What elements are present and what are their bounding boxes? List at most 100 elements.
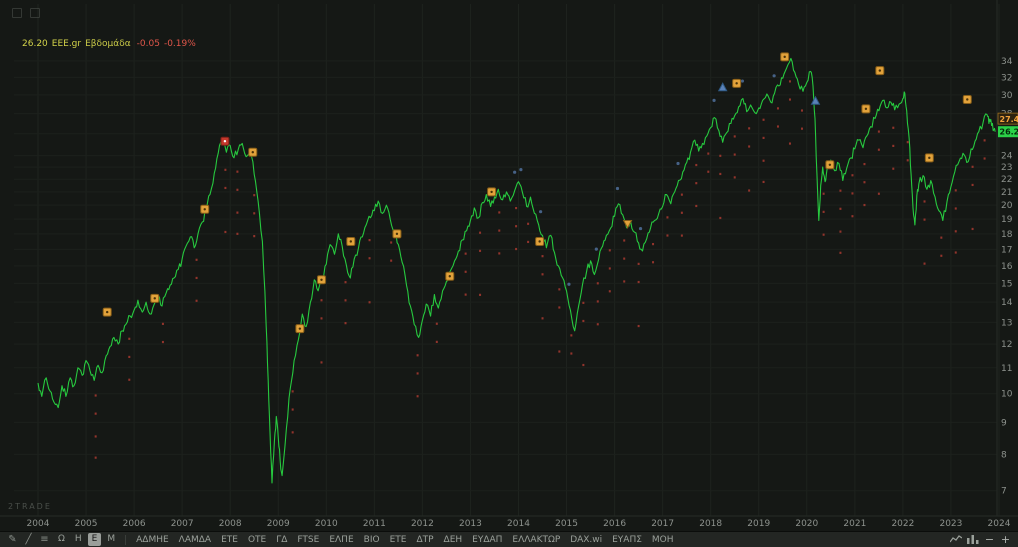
sell-signal-tick [253,212,256,215]
sell-signal-tick [435,340,438,343]
y-tick-label: 16 [1001,262,1013,272]
sell-signal-tick [570,334,573,337]
pencil-icon[interactable]: ✎ [8,534,17,545]
sell-signal-tick [195,299,198,302]
y-tick-label: 15 [1001,279,1012,289]
note-dot [676,161,680,166]
sell-signal-tick [368,239,371,242]
line-chart-style-icon[interactable] [948,534,964,545]
sell-signal-tick [94,435,97,438]
ticker-tab-8[interactable]: ΕΤΕ [389,534,407,545]
ticker-tabs: ΑΔΜΗΕ ΛΑΜΔΑ ΕΤΕ ΟΤΕ ΓΔ FTSE ΕΛΠΕ ΒΙΟ ΕΤΕ ΔΤΡ ΔΕΗ ΕΥ… [131,535,678,545]
sell-signal-tick [822,233,825,236]
price-chart[interactable]: 2004200520062007200820092010201120122013… [0,0,1018,531]
sell-signal-tick [541,273,544,276]
sell-signal-tick [733,153,736,156]
timeframe-Ω[interactable]: Ω [58,534,65,544]
sell-signal-tick [954,207,957,210]
sell-signal-tick [596,282,599,285]
sell-signal-tick [128,337,131,340]
sell-signal-tick [344,281,347,284]
y-tick-label: 11 [1001,364,1012,374]
sell-signal-tick [570,352,573,355]
triangle-up-marker[interactable] [810,95,821,105]
time-axis[interactable] [0,516,1018,531]
sell-signal-tick [733,135,736,138]
zoom-out-button[interactable]: − [984,533,995,546]
ticker-tab-14[interactable]: ΕΥΑΠΣ [612,534,642,545]
panel-toggle-icon[interactable] [12,8,22,18]
bar-chart-style-icon[interactable] [965,534,981,545]
sell-signal-tick [863,162,866,166]
triangle-down-marker[interactable] [622,219,633,230]
sell-signal-tick [253,194,256,197]
sell-signal-tick [923,200,926,203]
x-tick-label: 2017 [651,519,674,529]
price-axis[interactable] [998,0,1018,516]
x-tick-label: 2009 [267,519,290,529]
x-tick-label: 2019 [747,519,770,529]
sell-signal-tick [851,174,854,177]
sell-signal-tick [719,216,722,220]
ticker-tab-13[interactable]: DAX.wi [570,534,603,545]
list-icon[interactable]: ≡ [40,534,49,545]
timeframe-M[interactable]: M [107,534,116,544]
sell-signal-tick [892,126,895,129]
sell-signal-tick [195,276,198,280]
ticker-tab-2[interactable]: ΕΤΕ [221,534,238,545]
sell-signal-tick [954,230,957,233]
ticker-tab-6[interactable]: ΕΛΠΕ [329,534,354,545]
legend-change: -0.05 [136,39,160,49]
ticker-tab-4[interactable]: ΓΔ [276,534,288,545]
sell-signal-tick [368,301,371,304]
ticker-tab-0[interactable]: ΑΔΜΗΕ [136,534,169,545]
alert-price-tag[interactable] [997,112,1018,125]
ticker-tab-1[interactable]: ΛΑΜΔΑ [178,534,212,545]
sell-signal-tick [608,290,611,293]
sell-signal-tick [666,234,669,237]
triangle-up-marker[interactable] [717,82,728,92]
sell-signal-tick [558,350,561,353]
layout-icon[interactable] [30,8,40,18]
toolbar-divider [125,534,127,545]
note-dot [567,282,571,286]
sell-signal-tick [695,163,698,167]
sell-signal-tick [527,240,530,244]
sell-signal-tick [923,262,926,265]
sell-signal-tick [479,249,482,252]
sell-signal-tick [464,252,467,255]
sell-signal-tick [128,378,131,381]
sell-signal-tick [390,259,393,262]
timeframe-H[interactable]: H [74,534,82,544]
note-dot [594,247,598,251]
x-tick-label: 2020 [795,519,818,529]
ticker-tab-12[interactable]: ΕΛΛΑΚΤΩΡ [512,534,561,545]
sell-signal-tick [906,159,909,162]
sell-signal-tick [195,258,198,261]
sell-signal-tick [94,456,97,459]
y-tick-label: 30 [1001,91,1013,101]
note-dot [615,186,620,191]
x-tick-label: 2024 [988,519,1011,529]
watermark: 2TRADE [8,502,52,511]
ticker-tab-7[interactable]: ΒΙΟ [363,534,380,545]
sell-signal-tick [892,144,895,148]
ticker-tab-3[interactable]: ΟΤΕ [247,534,267,545]
ticker-tab-11[interactable]: ΕΥΔΑΠ [472,534,503,545]
timeframe-E[interactable]: E [87,533,102,546]
x-tick-label: 2021 [843,519,866,529]
x-tick-label: 2022 [891,519,914,529]
trendline-icon[interactable]: ╱ [25,534,32,545]
sell-signal-tick [680,234,683,237]
zoom-in-button[interactable]: + [1000,533,1011,546]
x-tick-label: 2016 [603,519,626,529]
sell-signal-tick [623,239,626,242]
ticker-tab-9[interactable]: ΔΤΡ [416,534,434,545]
sell-signal-tick [236,188,239,191]
ticker-tab-10[interactable]: ΔΕΗ [443,534,463,545]
ticker-tab-5[interactable]: FTSE [297,534,320,545]
ticker-tab-15[interactable]: ΜΟΗ [651,534,674,545]
sell-signal-tick [541,255,544,258]
